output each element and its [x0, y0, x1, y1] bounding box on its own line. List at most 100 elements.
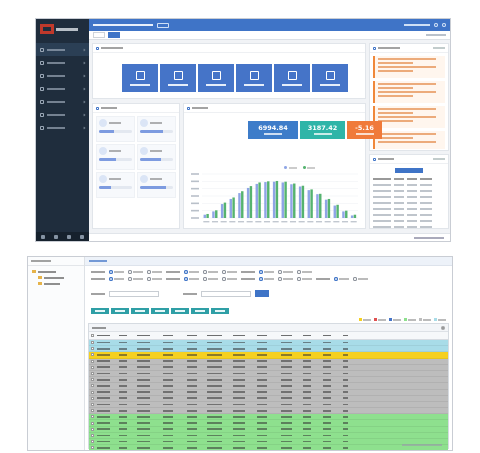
row-checkbox[interactable]: [91, 390, 94, 394]
table-row[interactable]: [89, 383, 448, 390]
row-checkbox[interactable]: [91, 378, 94, 382]
bar-series-1[interactable]: [307, 190, 310, 218]
filter-option[interactable]: [259, 270, 274, 274]
tree-node-child[interactable]: [38, 276, 64, 279]
filter-option[interactable]: [147, 270, 162, 274]
toolbar-button[interactable]: [211, 308, 229, 314]
todo-item[interactable]: [373, 81, 445, 103]
todo-item[interactable]: [373, 56, 445, 78]
row-checkbox[interactable]: [91, 347, 94, 351]
table-row[interactable]: [89, 364, 448, 371]
filter-option[interactable]: [278, 270, 293, 274]
quick-tile-5[interactable]: [274, 64, 310, 92]
table-row[interactable]: [89, 340, 448, 347]
bar-series-2[interactable]: [275, 180, 279, 218]
sidebar-item-6[interactable]: [36, 108, 89, 121]
legend-item-1[interactable]: [284, 166, 297, 169]
filter-option[interactable]: [128, 270, 143, 274]
filter-option[interactable]: [353, 277, 368, 281]
filter-option[interactable]: [259, 277, 274, 281]
gear-icon[interactable]: [441, 325, 445, 330]
bar-series-2[interactable]: [267, 181, 270, 218]
row-checkbox[interactable]: [91, 402, 94, 406]
filter-option[interactable]: [184, 270, 199, 274]
bar-series-1[interactable]: [203, 214, 206, 218]
table-row[interactable]: [89, 408, 448, 415]
quick-tile-6[interactable]: [312, 64, 348, 92]
row-checkbox[interactable]: [91, 384, 94, 388]
more-link[interactable]: [433, 158, 445, 160]
filter-option[interactable]: [147, 277, 162, 281]
sidebar-item-4[interactable]: [36, 82, 89, 95]
bar-series-1[interactable]: [220, 204, 224, 218]
todo-item[interactable]: [373, 131, 445, 149]
power-icon[interactable]: [80, 234, 85, 239]
filter-option[interactable]: [222, 270, 237, 274]
bar-series-1[interactable]: [264, 182, 267, 218]
notice-row[interactable]: [373, 224, 445, 230]
bar-series-1[interactable]: [316, 194, 319, 218]
progress-card[interactable]: [137, 116, 176, 142]
sidebar-item-7[interactable]: [36, 121, 89, 134]
bar-series-2[interactable]: [232, 197, 235, 218]
bar-series-1[interactable]: [238, 193, 241, 218]
quick-tile-3[interactable]: [198, 64, 234, 92]
toolbar-button[interactable]: [151, 308, 169, 314]
bar-series-1[interactable]: [229, 198, 232, 218]
row-checkbox[interactable]: [91, 353, 94, 357]
table-row[interactable]: [89, 439, 448, 446]
notice-row[interactable]: [373, 206, 445, 212]
tab-back[interactable]: [93, 32, 105, 38]
bar-series-1[interactable]: [324, 199, 328, 218]
filter-option[interactable]: [297, 270, 312, 274]
row-checkbox[interactable]: [91, 440, 94, 444]
notice-row[interactable]: [373, 188, 445, 194]
notice-row[interactable]: [373, 200, 445, 206]
toolbar-button[interactable]: [91, 308, 109, 314]
filter-option[interactable]: [203, 270, 218, 274]
bar-series-1[interactable]: [255, 183, 258, 218]
progress-card[interactable]: [137, 144, 176, 170]
bar-series-2[interactable]: [258, 182, 261, 218]
search-button[interactable]: [255, 290, 269, 297]
tab-home[interactable]: [108, 32, 120, 38]
tree-node-child[interactable]: [38, 282, 60, 285]
notice-row[interactable]: [373, 182, 445, 188]
row-checkbox[interactable]: [91, 334, 94, 337]
table-row[interactable]: [89, 426, 448, 433]
bar-series-1[interactable]: [272, 181, 276, 218]
quick-tile-4[interactable]: [236, 64, 272, 92]
bar-series-1[interactable]: [290, 184, 293, 218]
filter-option[interactable]: [128, 277, 143, 281]
row-checkbox[interactable]: [91, 421, 94, 425]
bell-icon[interactable]: [67, 234, 72, 239]
bar-series-2[interactable]: [345, 210, 348, 218]
pagination[interactable]: [402, 444, 442, 446]
bar-series-2[interactable]: [241, 191, 244, 218]
header-button[interactable]: [157, 22, 169, 28]
progress-card[interactable]: [137, 172, 176, 198]
bar-series-2[interactable]: [284, 181, 287, 218]
progress-card[interactable]: [96, 116, 135, 142]
filter-option[interactable]: [109, 277, 124, 281]
quick-tile-2[interactable]: [160, 64, 196, 92]
logout-icon[interactable]: [442, 23, 446, 27]
bar-series-2[interactable]: [206, 213, 209, 218]
toolbar-button[interactable]: [191, 308, 209, 314]
notice-filter-button[interactable]: [395, 168, 423, 173]
table-row[interactable]: [89, 370, 448, 378]
row-checkbox[interactable]: [91, 446, 94, 450]
bar-series-2[interactable]: [319, 193, 322, 218]
bar-series-2[interactable]: [353, 214, 357, 218]
bar-series-2[interactable]: [293, 183, 296, 218]
filter-option[interactable]: [184, 277, 199, 281]
bar-series-2[interactable]: [249, 186, 253, 218]
table-row[interactable]: [89, 414, 448, 421]
table-row[interactable]: [89, 395, 448, 402]
bar-series-2[interactable]: [215, 210, 218, 218]
table-row[interactable]: [89, 420, 448, 427]
table-row[interactable]: [89, 445, 448, 450]
row-checkbox[interactable]: [91, 365, 94, 369]
filter-option[interactable]: [297, 277, 312, 281]
filter-input[interactable]: [201, 290, 251, 297]
